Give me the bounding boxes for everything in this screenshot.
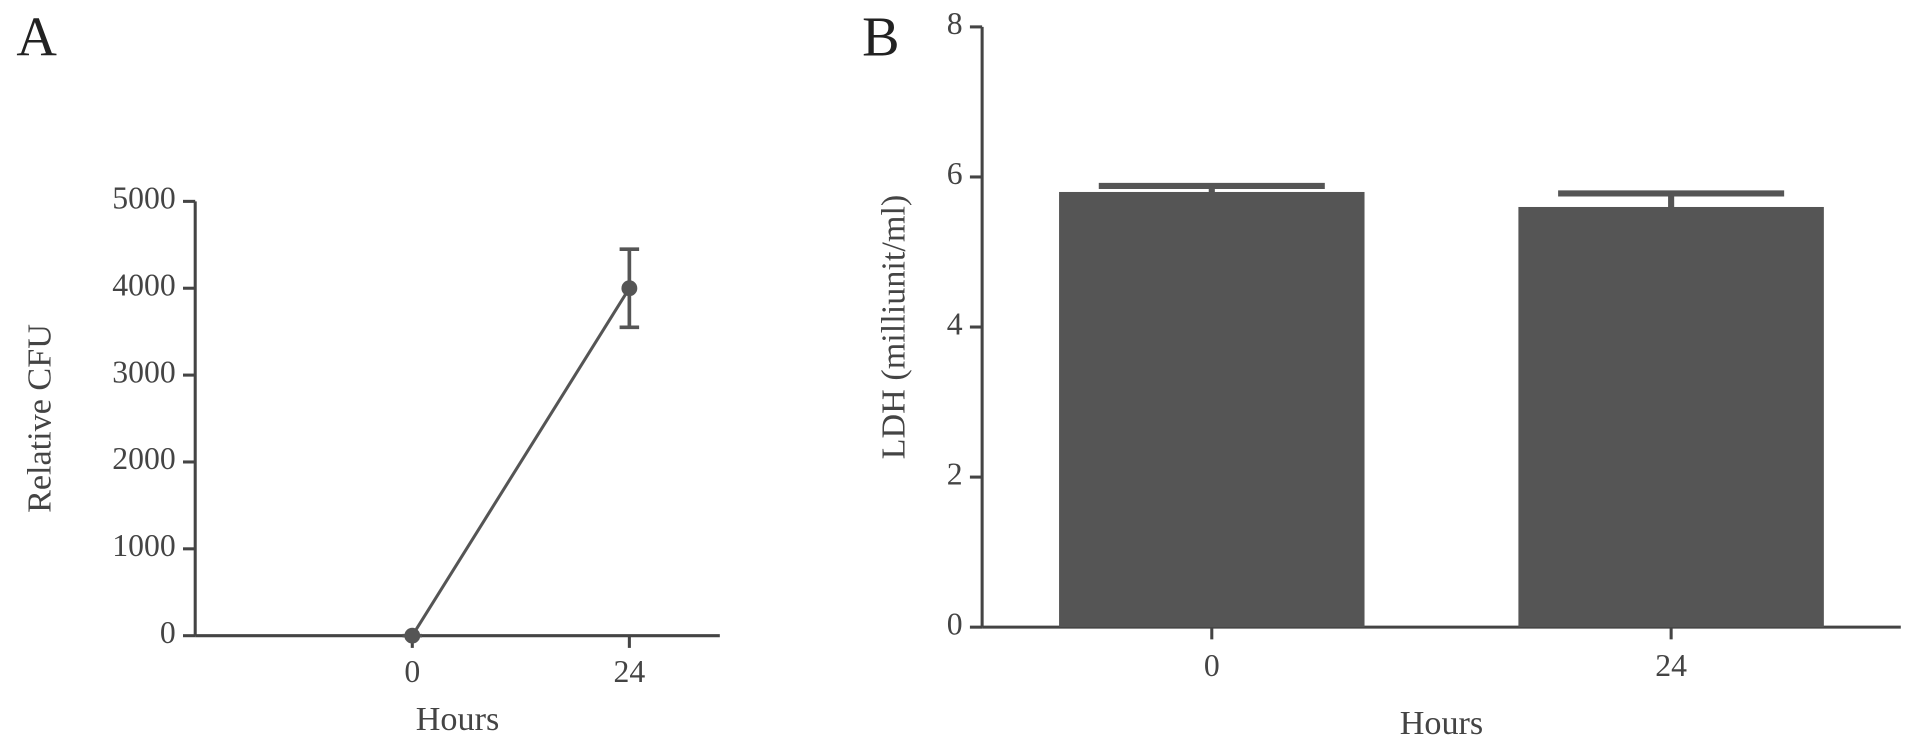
y-tick-label: 3000: [112, 354, 175, 389]
y-tick-label: 4000: [112, 268, 175, 303]
point: [621, 280, 638, 297]
y-tick-label: 2: [947, 456, 963, 491]
point: [404, 627, 421, 644]
x-axis-label: Hours: [416, 701, 500, 738]
panel-label: B: [862, 7, 899, 69]
x-tick-label: 24: [614, 654, 646, 689]
y-axis-label: Relative CFU: [22, 324, 59, 513]
y-tick-label: 2000: [112, 441, 175, 476]
x-tick-label: 0: [404, 654, 420, 689]
y-tick-label: 0: [160, 615, 176, 650]
y-tick-label: 6: [947, 156, 963, 191]
x-tick-label: 24: [1655, 648, 1687, 683]
x-tick-label: 0: [1204, 648, 1220, 683]
panel-label: A: [16, 7, 57, 69]
x-axis-label: Hours: [1400, 705, 1483, 742]
bar: [1518, 206, 1824, 628]
error-bar: [1098, 182, 1325, 192]
line: [410, 287, 631, 637]
y-tick-label: 5000: [112, 181, 175, 216]
y-tick-label: 0: [947, 606, 963, 641]
bar: [1059, 191, 1365, 628]
y-tick-label: 8: [947, 6, 963, 41]
y-tick-label: 4: [947, 306, 963, 341]
error-bar: [1558, 190, 1785, 207]
y-tick-label: 1000: [112, 528, 175, 563]
y-axis-label: LDH (milliunit/ml): [876, 195, 913, 460]
